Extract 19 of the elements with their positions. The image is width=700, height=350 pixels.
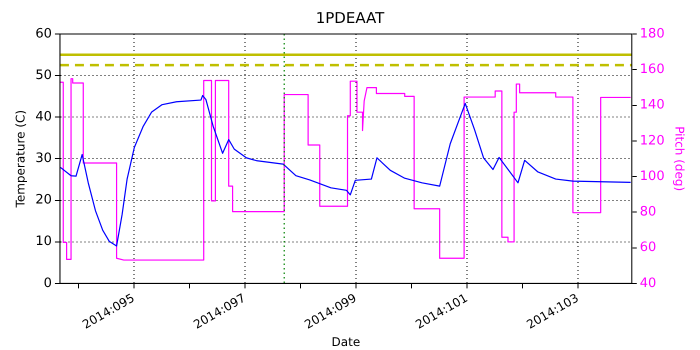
y-tick-label: 60 xyxy=(35,26,52,42)
y-tick-label: 40 xyxy=(35,110,52,125)
y2-tick-label: 80 xyxy=(640,204,656,220)
y2-tick-label: 180 xyxy=(640,26,665,42)
y2-tick-label: 140 xyxy=(640,98,665,113)
y2-tick-label: 120 xyxy=(640,133,665,148)
y-axis-title: Temperature (C) xyxy=(13,110,28,208)
y2-tick-label: 60 xyxy=(640,240,656,256)
y-tick-label: 10 xyxy=(35,234,52,250)
chart-title: 1PDEAAT xyxy=(316,8,386,27)
y-tick-label: 20 xyxy=(35,192,52,208)
y2-tick-label: 40 xyxy=(640,276,656,291)
y2-tick-label: 100 xyxy=(640,168,665,184)
x-axis-title: Date xyxy=(332,334,360,349)
y2-tick-label: 160 xyxy=(640,62,665,77)
y2-axis-title: Pitch (deg) xyxy=(672,126,687,192)
y-tick-label: 30 xyxy=(35,151,52,166)
y-tick-label: 50 xyxy=(35,68,52,83)
y-tick-label: 0 xyxy=(44,276,52,291)
